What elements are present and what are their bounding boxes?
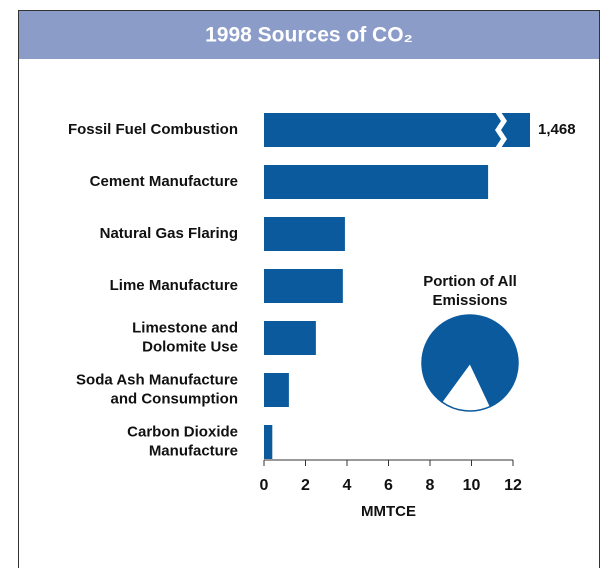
pie-title: Emissions [432,292,507,309]
category-label: Manufacture [149,442,238,459]
category-label: Cement Manufacture [90,173,238,190]
x-tick-label: 0 [260,477,269,494]
category-label: Soda Ash Manufacture [76,371,238,388]
chart-title: 1998 Sources of CO₂ [205,24,413,47]
x-tick-label: 4 [343,477,352,494]
category-label: Dolomite Use [142,338,238,355]
bar [264,425,273,459]
x-axis-label: MMTCE [361,503,416,520]
bar [264,373,289,407]
bar [264,217,345,251]
bar [264,165,489,199]
x-tick-label: 8 [426,477,435,494]
bar [264,321,316,355]
x-tick-label: 6 [384,477,393,494]
x-tick-label: 2 [301,477,310,494]
pie-slice [421,314,519,408]
x-tick-label: 12 [504,477,522,494]
bar [264,269,343,303]
pie-title: Portion of All [423,273,517,290]
x-tick-label: 10 [463,477,481,494]
category-label: Limestone and [132,319,238,336]
pie-slice [440,361,492,412]
category-label: Carbon Dioxide [127,423,238,440]
category-label: and Consumption [111,390,239,407]
value-label: 1,468 [538,121,576,138]
category-label: Fossil Fuel Combustion [68,121,238,138]
category-label: Lime Manufacture [110,277,238,294]
category-label: Natural Gas Flaring [100,225,238,242]
axis-break [495,112,507,148]
bar [264,113,530,147]
header-band [19,11,599,59]
